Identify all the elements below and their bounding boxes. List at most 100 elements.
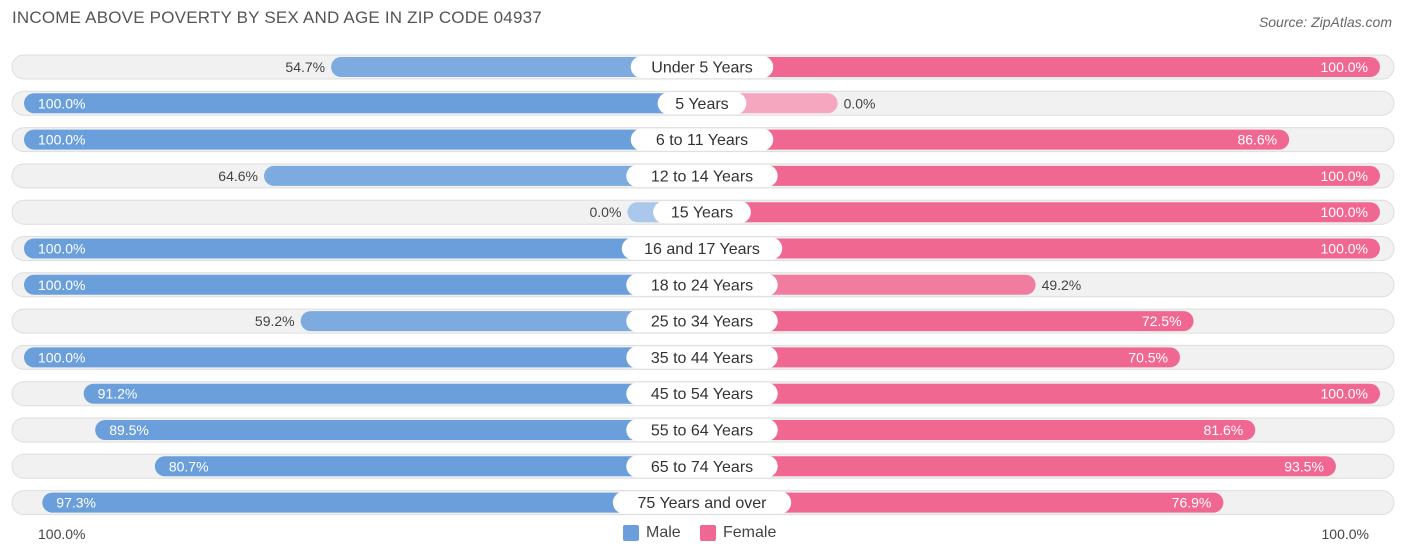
legend-item-female[interactable]: Female xyxy=(700,524,776,542)
female-bar xyxy=(702,238,1380,259)
male-value-label: 100.0% xyxy=(38,132,85,148)
category-label-pill xyxy=(630,56,774,78)
chart-row: 65 to 74 Years 80.7% 93.5% xyxy=(11,453,1395,479)
category-label-pill xyxy=(621,237,783,260)
female-value-label: 72.5% xyxy=(1142,313,1182,329)
chart-row: 5 Years 100.0% 0.0% xyxy=(11,90,1395,116)
category-label-pill xyxy=(630,128,774,151)
left-axis-label: 100.0% xyxy=(38,526,86,542)
female-bar xyxy=(702,202,1380,223)
chart-row: 25 to 34 Years 59.2% 72.5% xyxy=(11,308,1395,334)
category-label-pill xyxy=(626,164,778,187)
male-value-label: 97.3% xyxy=(56,495,96,511)
category-label: 18 to 24 Years xyxy=(651,277,753,294)
female-bar xyxy=(702,492,1224,513)
category-label: 35 to 44 Years xyxy=(651,350,753,367)
chart-legend: Male Female xyxy=(0,524,1406,544)
male-value-label: 64.6% xyxy=(218,168,258,184)
legend-male-label: Male xyxy=(646,524,681,541)
female-bar xyxy=(702,311,1194,332)
male-bar xyxy=(83,383,702,404)
chart-row: 16 and 17 Years 100.0% 100.0% xyxy=(11,236,1395,261)
category-label-pill xyxy=(626,455,778,478)
female-value-label: 86.6% xyxy=(1237,132,1277,148)
female-value-label: 100.0% xyxy=(1321,204,1368,220)
female-bar xyxy=(702,129,1290,150)
category-label: 6 to 11 Years xyxy=(656,132,748,149)
male-value-label: 100.0% xyxy=(38,349,85,365)
female-swatch xyxy=(700,525,716,541)
male-value-label: 0.0% xyxy=(589,204,621,220)
female-value-label: 100.0% xyxy=(1321,59,1368,75)
category-label: 45 to 54 Years xyxy=(651,386,753,403)
male-value-label: 80.7% xyxy=(169,458,209,474)
category-label: 16 and 17 Years xyxy=(644,241,760,258)
female-bar xyxy=(702,456,1336,477)
male-value-label: 100.0% xyxy=(38,95,85,111)
category-label: 65 to 74 Years xyxy=(651,459,753,476)
chart-row: 6 to 11 Years 100.0% 86.6% xyxy=(11,127,1395,153)
chart-row: 12 to 14 Years 64.6% 100.0% xyxy=(11,163,1395,189)
male-bar xyxy=(95,420,702,440)
male-bar xyxy=(300,311,702,332)
male-bar xyxy=(24,93,702,114)
chart-title: INCOME ABOVE POVERTY BY SEX AND AGE IN Z… xyxy=(12,8,542,27)
category-label: 5 Years xyxy=(675,96,728,113)
female-value-label: 76.9% xyxy=(1172,495,1212,511)
female-value-label: 93.5% xyxy=(1284,458,1324,474)
male-bar xyxy=(24,238,702,259)
right-axis-label: 100.0% xyxy=(1321,526,1369,542)
category-label-pill xyxy=(626,310,778,333)
category-label-pill xyxy=(626,273,778,296)
male-value-label: 91.2% xyxy=(98,386,138,402)
category-label: 55 to 64 Years xyxy=(651,423,753,440)
male-bar xyxy=(331,57,702,77)
male-bar xyxy=(24,347,702,368)
female-value-label: 81.6% xyxy=(1204,422,1244,438)
female-value-label: 100.0% xyxy=(1321,168,1368,184)
category-label-pill xyxy=(653,201,751,224)
legend-item-male[interactable]: Male xyxy=(623,524,681,542)
male-bar xyxy=(264,165,702,186)
diverging-bar-chart: Under 5 Years 54.7% 100.0% 5 Years 100.0% 0.0… xyxy=(11,54,1395,516)
category-label-pill xyxy=(626,346,778,369)
female-value-label: 100.0% xyxy=(1321,241,1368,257)
female-bar xyxy=(702,165,1380,186)
chart-row: 35 to 44 Years 100.0% 70.5% xyxy=(11,344,1395,370)
female-bar xyxy=(702,347,1180,368)
male-value-label: 89.5% xyxy=(109,422,149,438)
female-bar xyxy=(702,383,1380,404)
category-label: 25 to 34 Years xyxy=(651,314,753,331)
category-label: 75 Years and over xyxy=(638,495,768,512)
category-label-pill xyxy=(626,419,778,441)
category-label-pill xyxy=(612,491,792,514)
source-credit: Source: ZipAtlas.com xyxy=(1258,14,1392,30)
chart-row: 75 Years and over 97.3% 76.9% xyxy=(11,490,1395,516)
chart-row: 55 to 64 Years 89.5% 81.6% xyxy=(11,417,1395,443)
category-label: 15 Years xyxy=(671,205,733,222)
female-bar xyxy=(702,274,1036,295)
female-value-label: 70.5% xyxy=(1128,349,1168,365)
chart-row: 45 to 54 Years 91.2% 100.0% xyxy=(11,381,1395,407)
chart-row: 18 to 24 Years 100.0% 49.2% xyxy=(11,272,1395,298)
chart-row: Under 5 Years 54.7% 100.0% xyxy=(11,54,1395,80)
male-bar xyxy=(42,492,702,513)
male-value-label: 54.7% xyxy=(285,59,325,75)
category-label: 12 to 14 Years xyxy=(651,168,753,185)
male-bar xyxy=(154,456,702,477)
male-value-label: 100.0% xyxy=(38,277,85,293)
category-label-pill xyxy=(657,92,747,115)
legend-female-label: Female xyxy=(723,524,777,541)
category-label-pill xyxy=(626,382,778,405)
female-value-label: 100.0% xyxy=(1321,386,1368,402)
category-label: Under 5 Years xyxy=(651,60,752,77)
chart-row: 15 Years 0.0% 100.0% xyxy=(11,199,1395,225)
female-value-label: 49.2% xyxy=(1042,277,1082,293)
male-value-label: 59.2% xyxy=(255,313,295,329)
female-bar xyxy=(702,420,1256,440)
female-value-label: 0.0% xyxy=(844,95,876,111)
male-swatch xyxy=(623,525,639,541)
male-bar xyxy=(24,129,702,150)
female-bar xyxy=(702,57,1380,77)
male-bar xyxy=(24,274,702,295)
